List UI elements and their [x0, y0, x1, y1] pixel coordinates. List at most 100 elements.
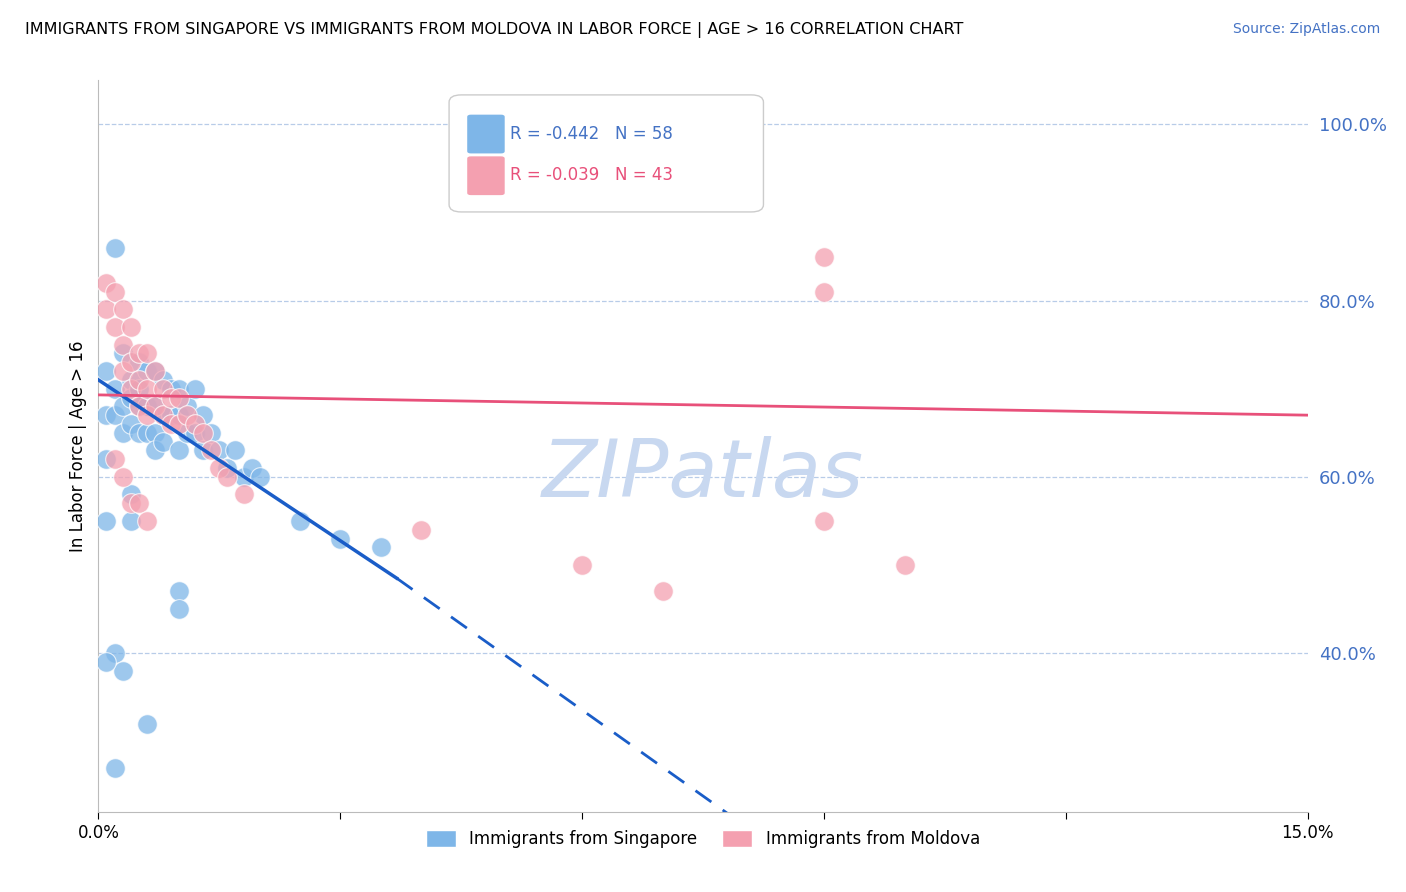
- Point: [224, 443, 246, 458]
- Point: [120, 514, 142, 528]
- Point: [120, 487, 142, 501]
- Point: [240, 461, 263, 475]
- Point: [184, 382, 207, 396]
- Point: [120, 417, 142, 431]
- Point: [111, 470, 134, 484]
- Point: [128, 400, 150, 414]
- Point: [135, 425, 157, 440]
- Point: [813, 285, 835, 299]
- Point: [96, 364, 118, 378]
- Point: [217, 470, 239, 484]
- Point: [96, 452, 118, 467]
- Point: [184, 425, 207, 440]
- Point: [813, 514, 835, 528]
- Point: [152, 373, 174, 387]
- Point: [103, 761, 125, 775]
- Point: [409, 523, 432, 537]
- Point: [200, 443, 222, 458]
- Point: [103, 320, 125, 334]
- FancyBboxPatch shape: [467, 115, 505, 153]
- Point: [135, 364, 157, 378]
- Point: [152, 382, 174, 396]
- Point: [120, 382, 142, 396]
- Point: [193, 408, 215, 422]
- Point: [135, 408, 157, 422]
- Point: [143, 400, 166, 414]
- Point: [152, 408, 174, 422]
- Point: [232, 470, 254, 484]
- Point: [111, 400, 134, 414]
- Point: [111, 425, 134, 440]
- Point: [160, 417, 183, 431]
- Point: [120, 373, 142, 387]
- Point: [232, 487, 254, 501]
- Text: R = -0.442   N = 58: R = -0.442 N = 58: [509, 125, 672, 143]
- Point: [571, 558, 593, 572]
- Point: [176, 408, 198, 422]
- Point: [370, 541, 392, 555]
- Point: [176, 425, 198, 440]
- Point: [103, 382, 125, 396]
- Point: [128, 373, 150, 387]
- Point: [288, 514, 311, 528]
- Point: [103, 452, 125, 467]
- Point: [111, 346, 134, 360]
- Point: [193, 425, 215, 440]
- Point: [111, 822, 134, 837]
- Point: [893, 558, 915, 572]
- Point: [167, 408, 190, 422]
- Point: [96, 408, 118, 422]
- Point: [128, 382, 150, 396]
- Point: [96, 514, 118, 528]
- Point: [249, 470, 271, 484]
- Point: [152, 408, 174, 422]
- Point: [128, 346, 150, 360]
- FancyBboxPatch shape: [467, 156, 505, 195]
- Point: [160, 382, 183, 396]
- Point: [135, 400, 157, 414]
- Point: [813, 250, 835, 264]
- Point: [167, 382, 190, 396]
- Point: [128, 400, 150, 414]
- Point: [135, 716, 157, 731]
- Legend: Immigrants from Singapore, Immigrants from Moldova: Immigrants from Singapore, Immigrants fr…: [419, 823, 987, 855]
- Point: [184, 417, 207, 431]
- Point: [120, 391, 142, 405]
- Point: [111, 364, 134, 378]
- Point: [167, 443, 190, 458]
- Point: [160, 408, 183, 422]
- Text: R = -0.039   N = 43: R = -0.039 N = 43: [509, 167, 672, 185]
- Point: [135, 514, 157, 528]
- Text: Source: ZipAtlas.com: Source: ZipAtlas.com: [1233, 22, 1381, 37]
- Point: [96, 655, 118, 669]
- Point: [152, 434, 174, 449]
- Point: [167, 602, 190, 616]
- Point: [135, 382, 157, 396]
- Point: [143, 364, 166, 378]
- Point: [120, 320, 142, 334]
- Point: [167, 584, 190, 599]
- Point: [143, 364, 166, 378]
- Point: [103, 241, 125, 255]
- Point: [167, 417, 190, 431]
- Point: [128, 425, 150, 440]
- Point: [208, 461, 231, 475]
- FancyBboxPatch shape: [449, 95, 763, 212]
- Point: [103, 408, 125, 422]
- Point: [651, 584, 673, 599]
- Point: [96, 276, 118, 290]
- Point: [143, 425, 166, 440]
- Point: [128, 355, 150, 369]
- Point: [176, 400, 198, 414]
- Point: [167, 391, 190, 405]
- Point: [120, 355, 142, 369]
- Point: [193, 443, 215, 458]
- Point: [96, 302, 118, 317]
- Text: IMMIGRANTS FROM SINGAPORE VS IMMIGRANTS FROM MOLDOVA IN LABOR FORCE | AGE > 16 C: IMMIGRANTS FROM SINGAPORE VS IMMIGRANTS …: [25, 22, 963, 38]
- Point: [409, 822, 432, 837]
- Point: [128, 496, 150, 510]
- Point: [200, 425, 222, 440]
- Point: [103, 285, 125, 299]
- Point: [143, 400, 166, 414]
- Point: [111, 337, 134, 351]
